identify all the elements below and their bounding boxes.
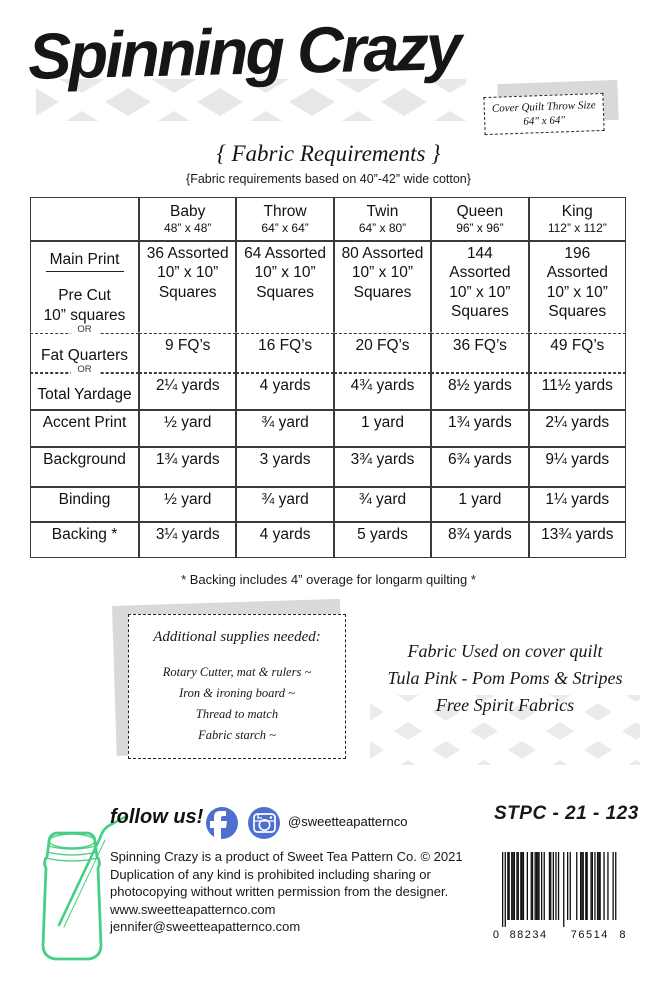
svg-text:76514: 76514 bbox=[571, 929, 609, 941]
svg-text:8: 8 bbox=[619, 929, 625, 941]
svg-text:88234: 88234 bbox=[510, 929, 548, 941]
svg-text:0: 0 bbox=[493, 929, 499, 941]
